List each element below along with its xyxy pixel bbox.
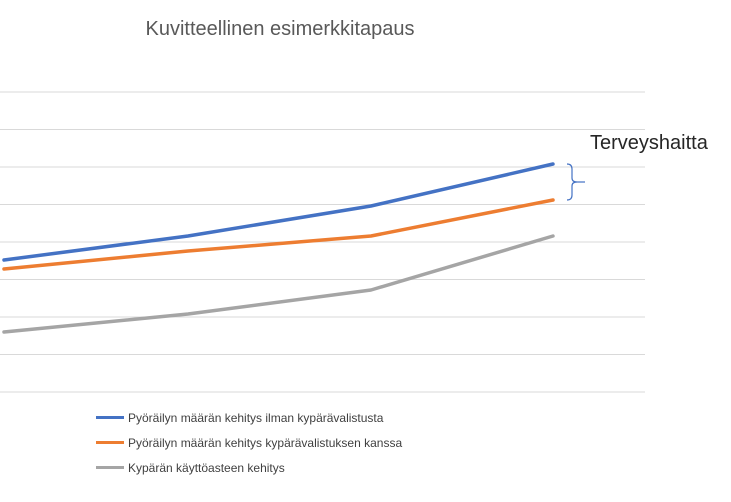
- chart-title: Kuvitteellinen esimerkkitapaus: [145, 18, 415, 40]
- brace-shape: [566, 163, 578, 201]
- legend-swatch: [96, 441, 124, 444]
- legend-item: Kypärän käyttöasteen kehitys: [96, 455, 402, 480]
- legend: Pyöräilyn määrän kehitys ilman kypäräval…: [96, 405, 402, 480]
- series-line-0: [2, 162, 555, 262]
- legend-label: Pyöräilyn määrän kehitys ilman kypäräval…: [128, 410, 384, 425]
- legend-label: Pyöräilyn määrän kehitys kypärävalistuks…: [128, 435, 403, 450]
- series-line-1: [2, 198, 555, 271]
- legend-swatch: [96, 466, 124, 469]
- series-line-2: [2, 234, 555, 334]
- legend-label: Kypärän käyttöasteen kehitys: [128, 460, 285, 475]
- legend-swatch: [96, 416, 124, 419]
- annotation-bracket: [566, 163, 585, 201]
- legend-item: Pyöräilyn määrän kehitys kypärävalistuks…: [96, 430, 402, 455]
- series-lines: [2, 162, 555, 334]
- annotation-label: Terveyshaitta: [590, 132, 708, 154]
- legend-item: Pyöräilyn määrän kehitys ilman kypäräval…: [96, 405, 402, 430]
- gridlines: [0, 91, 645, 393]
